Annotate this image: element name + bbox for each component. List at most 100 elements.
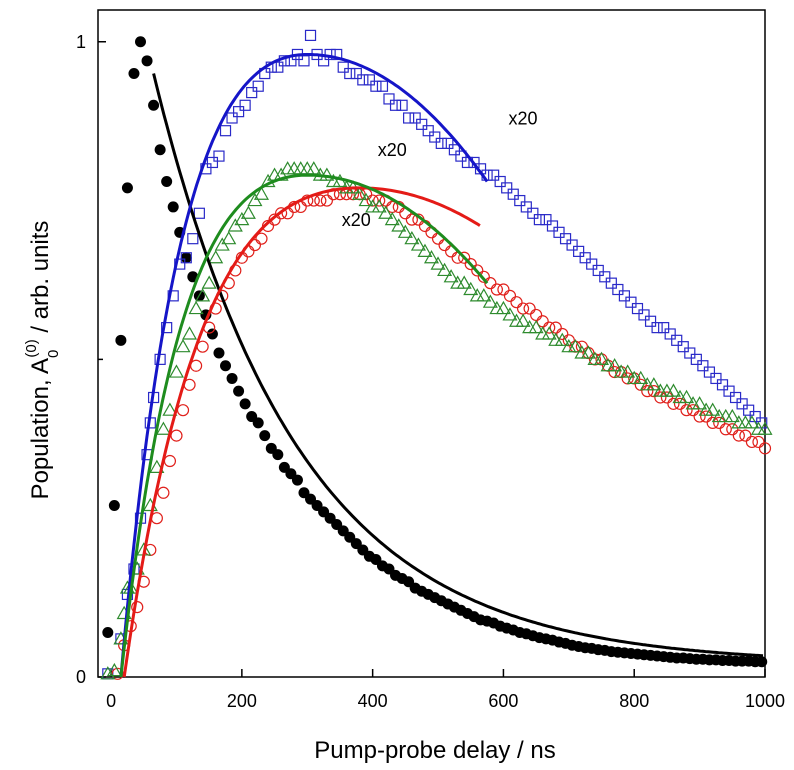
data-point: [724, 408, 740, 423]
data-point: [403, 112, 415, 124]
data-point: [607, 358, 623, 372]
annotation-label: x20: [509, 108, 538, 128]
data-point: [515, 313, 531, 327]
data-point: [641, 385, 654, 398]
data-point: [331, 48, 343, 61]
x-axis-label: Pump-probe delay / ns: [314, 737, 555, 764]
data-point: [274, 207, 288, 220]
data-point: [423, 250, 440, 264]
data-point: [503, 289, 517, 302]
data-point: [456, 275, 472, 289]
data-point: [448, 144, 460, 156]
data-point: [464, 257, 477, 271]
data-point: [729, 391, 742, 404]
data-point: [573, 245, 585, 257]
data-point: [162, 402, 178, 416]
data-point: [148, 99, 160, 111]
data-point: [665, 383, 681, 397]
data-point: [247, 192, 263, 207]
data-point: [612, 283, 624, 296]
x-tick-label: 400: [358, 691, 388, 711]
fit-curve: [152, 73, 764, 658]
data-point: [566, 239, 578, 251]
data-point: [664, 328, 676, 340]
data-point: [272, 449, 284, 461]
data-point: [175, 338, 191, 353]
data-point: [357, 74, 369, 86]
data-point: [618, 290, 631, 302]
data-point: [149, 459, 165, 473]
data-point: [417, 243, 433, 257]
data-point: [373, 194, 386, 207]
data-point: [293, 161, 309, 175]
data-point: [514, 194, 526, 207]
data-point: [154, 144, 166, 156]
data-point: [206, 328, 218, 340]
data-point: [157, 486, 170, 499]
data-point: [756, 656, 768, 668]
data-point: [253, 186, 270, 200]
data-point: [350, 67, 362, 80]
x-tick-label: 1000: [745, 691, 785, 711]
data-point: [378, 205, 394, 219]
data-point: [410, 237, 426, 251]
data-point: [726, 423, 739, 436]
data-point: [654, 391, 667, 404]
data-point: [497, 283, 510, 296]
data-point: [463, 281, 479, 296]
data-point: [692, 396, 708, 410]
y-tick-label: 1: [76, 32, 86, 52]
data-point: [634, 378, 647, 391]
data-point: [363, 74, 375, 86]
data-point: [489, 300, 505, 315]
data-point: [527, 207, 539, 219]
data-point: [299, 161, 315, 175]
data-point: [620, 364, 636, 378]
data-point: [161, 176, 173, 188]
data-point: [213, 150, 225, 162]
data-point: [252, 417, 264, 429]
data-point: [450, 275, 466, 289]
data-point: [320, 194, 333, 207]
data-point: [344, 67, 356, 80]
data-point: [713, 416, 726, 430]
data-point: [430, 256, 446, 270]
data-point: [115, 334, 127, 346]
data-point: [131, 601, 144, 614]
data-point: [206, 156, 219, 169]
data-point: [240, 205, 256, 219]
data-point: [141, 55, 153, 67]
data-point: [226, 372, 238, 384]
data-point: [621, 372, 634, 385]
y-axis-label: Population, A0(0) / arb. units: [23, 221, 62, 500]
data-point: [700, 410, 713, 423]
data-point: [495, 300, 511, 315]
data-point: [559, 233, 572, 245]
data-point: [510, 296, 523, 309]
data-point: [161, 322, 173, 334]
data-point: [494, 175, 506, 188]
data-point: [554, 332, 570, 346]
data-point: [272, 61, 284, 73]
data-point: [170, 429, 183, 442]
data-point: [706, 416, 719, 430]
data-point: [135, 36, 147, 48]
fit-curve: [119, 173, 489, 678]
data-point: [102, 627, 114, 639]
data-point: [213, 347, 225, 359]
data-point: [422, 125, 434, 137]
data-point: [579, 252, 591, 264]
data-point: [268, 213, 281, 226]
data-point: [679, 389, 695, 404]
data-point: [168, 364, 184, 378]
chart-marks: [100, 29, 773, 680]
data-point: [409, 112, 421, 124]
x-tick-label: 200: [227, 691, 257, 711]
data-point: [208, 250, 224, 264]
data-point: [435, 137, 447, 149]
axis-ticks: 0 200 400 600 800 1000 0 1: [76, 32, 785, 711]
data-point: [739, 429, 752, 442]
data-point: [352, 186, 368, 200]
data-point: [226, 112, 238, 124]
